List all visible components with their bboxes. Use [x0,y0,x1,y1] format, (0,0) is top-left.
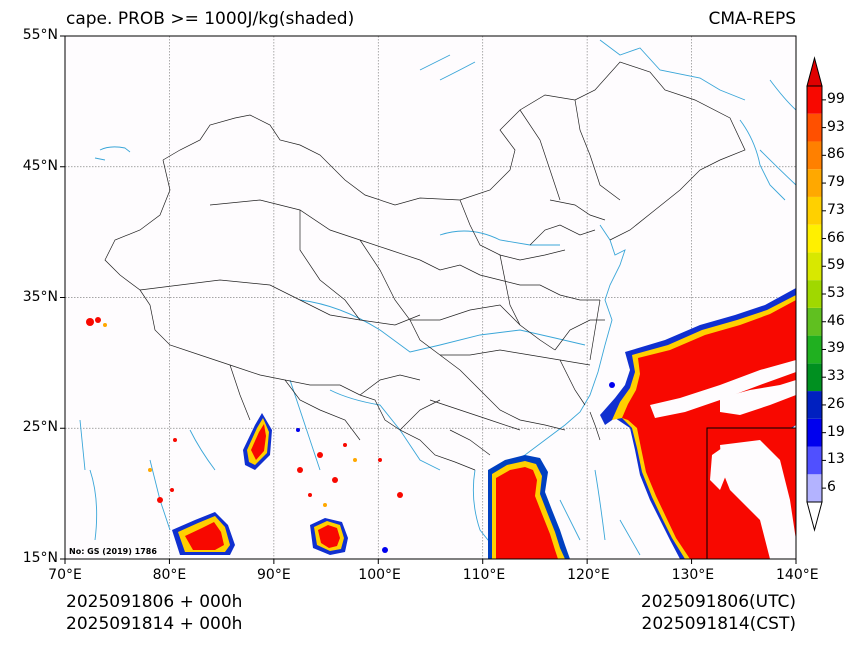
colorbar-level-label: 39 [827,340,845,357]
colorbar-level-label: 13 [827,451,845,468]
colorbar-segment [807,252,822,281]
south-china-sea-inset [706,427,796,559]
lon-tick-label: 100°E [358,567,401,583]
admin-borders [104,61,746,471]
coastline-rivers [79,39,796,556]
colorbar-level-label: 33 [827,368,845,385]
map-approval-note: No: GS (2019) 1786 [69,547,157,556]
colorbar [806,56,826,532]
colorbar-level-label: 59 [827,257,845,274]
colorbar-level-label: 6 [827,479,836,496]
colorbar-segment [807,307,822,336]
axis-ticks [60,35,797,564]
lon-tick-label: 130°E [671,567,715,583]
colorbar-segment [807,363,822,392]
lon-tick-label: 140°E [776,567,819,583]
colorbar-segment [807,335,822,364]
lon-tick-label: 120°E [567,567,610,583]
lon-tick-label: 80°E [152,567,187,583]
colorbar-segment [807,141,822,170]
valid-time-cst: 2025091814(CST) [641,614,796,634]
lon-tick-label: 110°E [462,567,506,583]
colorbar-segment [807,86,822,114]
lon-tick-label: 70°E [48,567,82,583]
colorbar-level-label: 86 [827,146,845,163]
colorbar-level-label: 66 [827,229,845,246]
init-time-cst: 2025091814 + 000h [66,614,243,634]
colorbar-level-label: 93 [827,118,845,135]
lat-tick-label: 55°N [22,27,58,43]
colorbar-segment [807,224,822,253]
colorbar-segment [807,474,822,502]
colorbar-level-label: 26 [827,395,845,412]
colorbar-level-label: 53 [827,285,845,301]
colorbar-segment [807,113,822,142]
colorbar-level-label: 73 [827,201,845,218]
colorbar-segment [807,280,822,308]
init-time-utc: 2025091806 + 000h [66,592,243,612]
colorbar-level-label: 79 [827,174,845,191]
lat-tick-label: 25°N [22,419,58,436]
colorbar-segment [807,196,822,225]
colorbar-level-label: 46 [827,312,845,329]
lat-tick-label: 35°N [22,288,58,305]
colorbar-level-label: 99 [827,90,845,107]
colorbar-extend-max [806,56,823,87]
colorbar-segment [807,446,822,475]
lat-tick-label: 15°N [22,550,58,566]
lat-tick-label: 45°N [22,157,58,174]
colorbar-level-label: 19 [827,423,845,440]
colorbar-segment [807,169,822,197]
model-name: CMA-REPS [708,9,796,29]
colorbar-segment [807,391,822,419]
colorbar-segment [807,418,822,447]
valid-time-utc: 2025091806(UTC) [640,592,796,612]
lon-tick-label: 90°E [257,567,291,583]
map-title: cape. PROB >= 1000J/kg(shaded) [66,9,355,29]
colorbar-extend-min [806,501,823,532]
